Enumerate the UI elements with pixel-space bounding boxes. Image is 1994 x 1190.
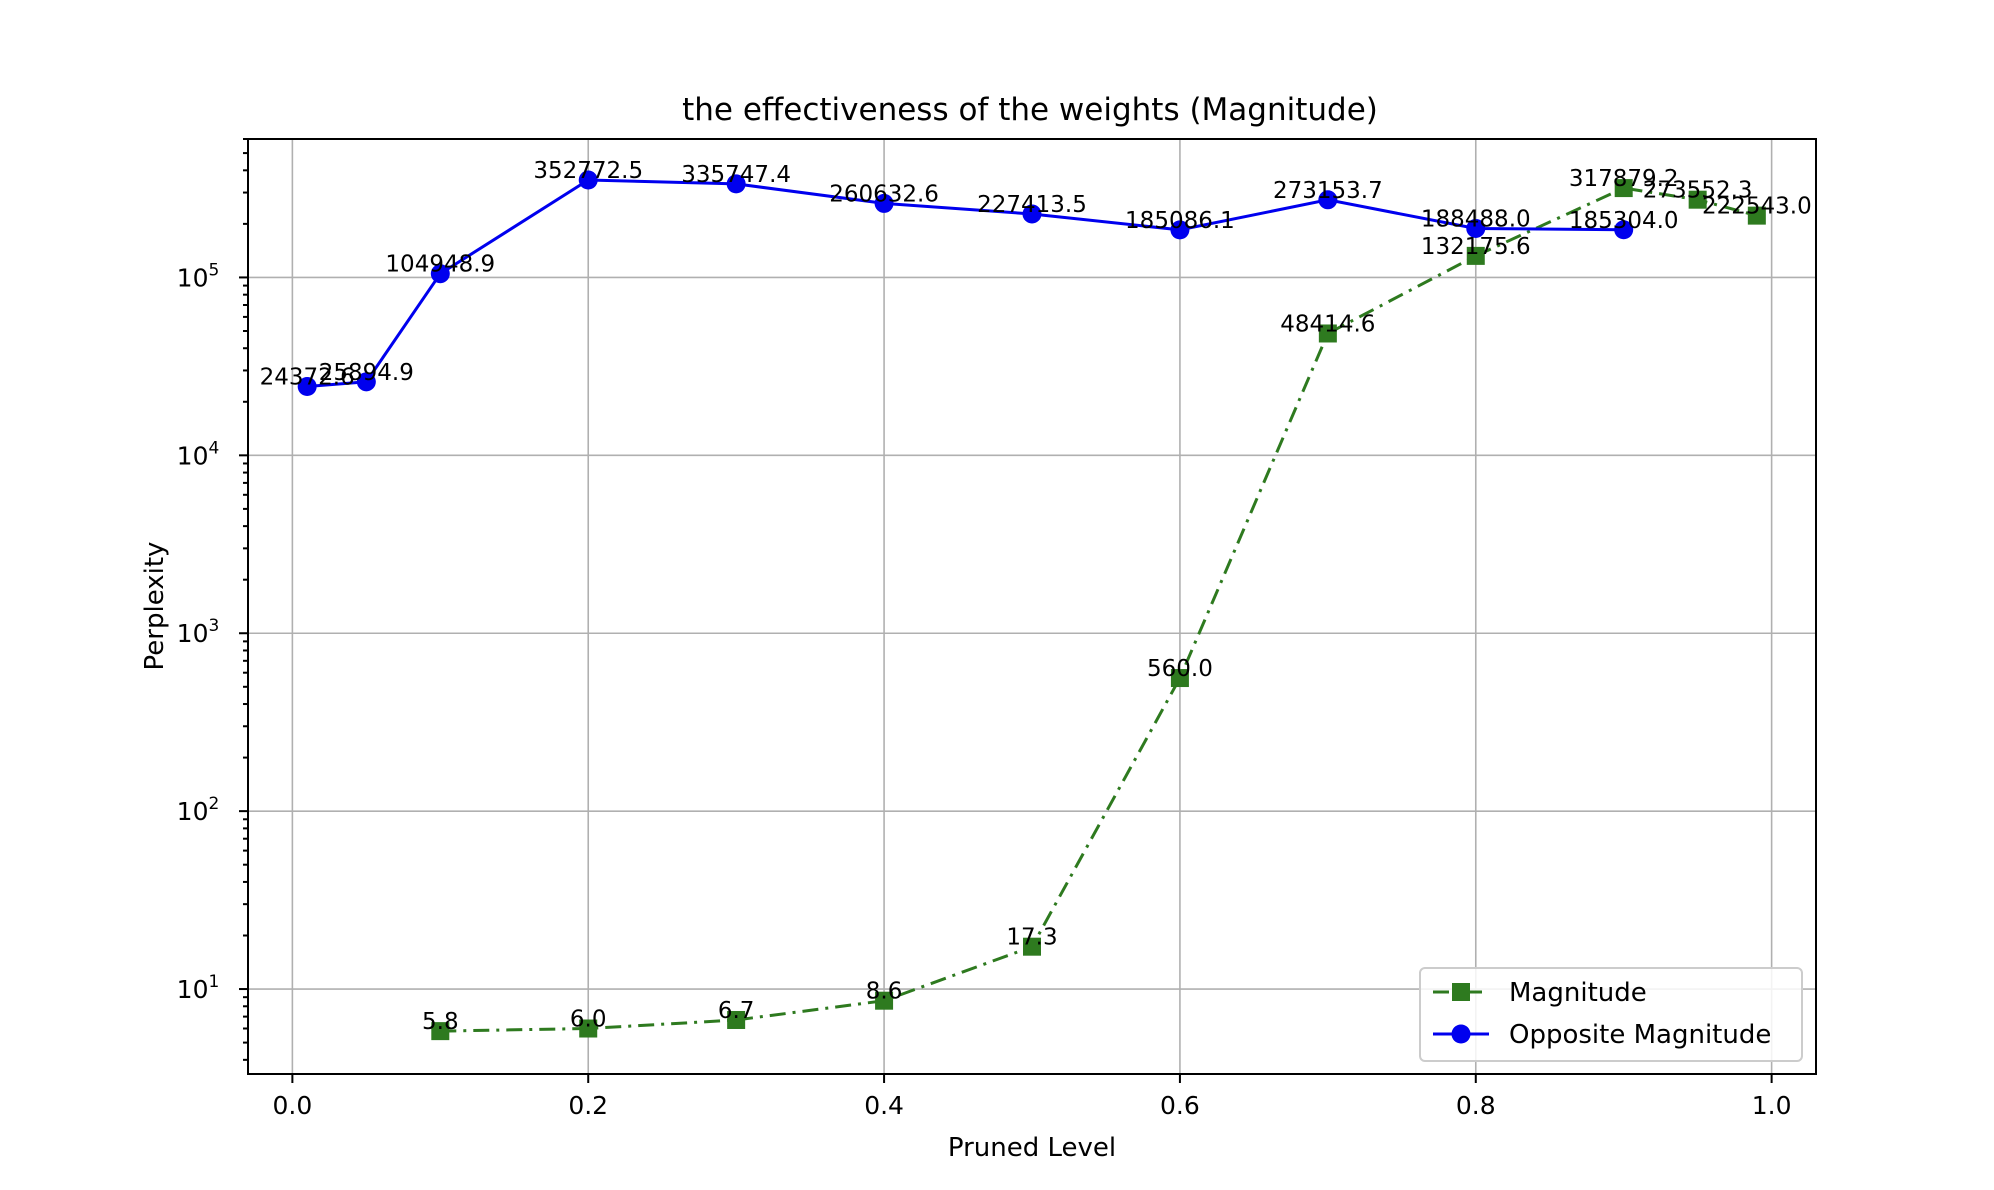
y-tick-label: 101 [177, 972, 220, 1004]
chart-title: the effectiveness of the weights (Magnit… [682, 92, 1378, 128]
data-point-circle [874, 193, 894, 213]
x-tick-label: 0.2 [568, 1091, 608, 1120]
data-label: 5.8 [422, 1009, 459, 1035]
data-label: 132175.6 [1421, 234, 1531, 260]
data-point-square [1688, 190, 1707, 209]
y-tick-label: 105 [177, 260, 220, 292]
data-point-circle [1614, 220, 1634, 240]
data-label: 227413.5 [977, 192, 1087, 218]
legend-box [1419, 967, 1803, 1062]
data-label: 188488.0 [1421, 206, 1531, 232]
data-point-square [727, 1010, 746, 1029]
data-label: 8.6 [866, 979, 903, 1005]
legend: Magnitude Opposite Magnitude [1419, 967, 1803, 1062]
data-label: 185304.0 [1569, 208, 1679, 234]
data-point-circle [356, 372, 376, 392]
series-layer [297, 170, 1766, 1041]
data-point-circle [297, 377, 317, 397]
data-label: 48414.6 [1280, 311, 1375, 337]
data-point-square [1747, 206, 1766, 225]
data-point-circle [1022, 204, 1042, 224]
data-point-square [1170, 669, 1189, 688]
data-point-square [431, 1022, 450, 1041]
x-axis-label: Pruned Level [948, 1133, 1116, 1163]
y-tick-label: 103 [177, 616, 220, 648]
data-label: 273153.7 [1273, 178, 1383, 204]
x-tick-label: 0.8 [1456, 1091, 1496, 1120]
x-tick-label: 0.4 [864, 1091, 904, 1120]
data-point-square [1466, 246, 1485, 265]
legend-marker [1452, 983, 1470, 1001]
data-labels: 5.8 6.0 6.7 8.6 17.3 560.0 48414.6 132175.6 3178… [260, 158, 1812, 1035]
x-tick-label: 0.6 [1160, 1091, 1200, 1120]
series-line-0 [440, 186, 1758, 1033]
data-label: 17.3 [1006, 925, 1057, 951]
data-point-square [579, 1019, 598, 1038]
x-tick-label: 1.0 [1752, 1091, 1792, 1120]
data-label: 260632.6 [829, 181, 939, 207]
data-label: 25894.9 [319, 360, 414, 386]
y-tick-label: 104 [177, 438, 220, 470]
data-point-square [1614, 179, 1633, 198]
data-label: 104948.9 [385, 252, 495, 278]
plot-frame [247, 138, 1817, 1075]
axis-ticks: 0.0 0.2 0.4 0.6 0.8 1.0 101 102 103 104 105 [177, 138, 1792, 1120]
x-tick-label: 0.0 [272, 1091, 312, 1120]
data-label: 222543.0 [1702, 194, 1812, 220]
legend-label: Magnitude [1509, 978, 1647, 1008]
data-label: 273552.3 [1643, 178, 1753, 204]
data-point-square [875, 991, 894, 1010]
data-label: 317879.2 [1569, 166, 1679, 192]
data-label: 185086.1 [1125, 208, 1235, 234]
y-axis-label: Perplexity [140, 542, 170, 671]
data-point-circle [1466, 218, 1486, 238]
data-label: 24372.6 [260, 365, 355, 391]
y-tick-label: 102 [177, 794, 220, 826]
data-point-circle [726, 174, 746, 194]
data-label: 335747.4 [681, 162, 791, 188]
data-label: 560.0 [1147, 656, 1213, 682]
legend-label: Opposite Magnitude [1509, 1020, 1771, 1050]
grid [248, 139, 1816, 1074]
data-point-circle [578, 170, 598, 190]
data-point-circle [430, 264, 450, 284]
data-point-circle [1170, 220, 1190, 240]
data-label: 352772.5 [533, 158, 643, 184]
data-label: 6.0 [570, 1007, 607, 1033]
data-point-square [1023, 937, 1041, 956]
data-label: 6.7 [718, 998, 755, 1024]
legend-marker [1451, 1024, 1471, 1044]
data-point-circle [1318, 190, 1338, 210]
data-point-square [1318, 324, 1337, 343]
